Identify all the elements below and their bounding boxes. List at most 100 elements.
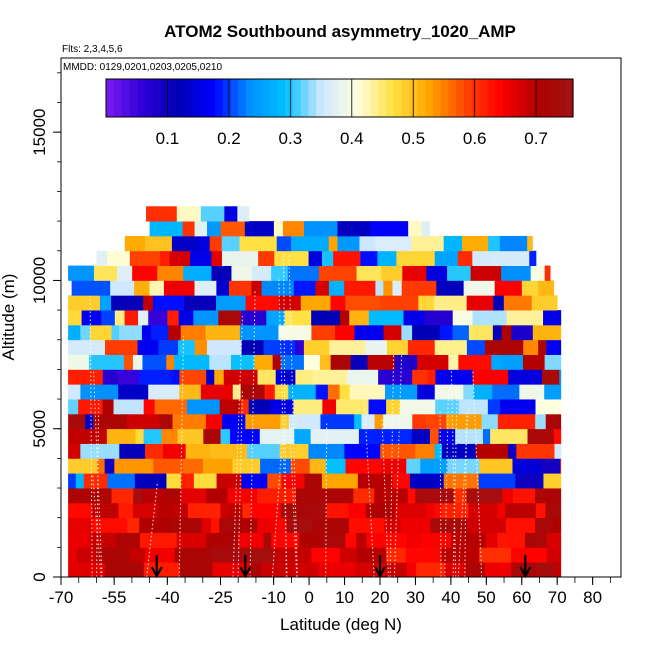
heatmap-cell (308, 443, 345, 459)
flight-track (450, 367, 457, 577)
colorbar-swatch (401, 79, 411, 117)
colorbar-swatch (393, 79, 403, 117)
heatmap-cell (96, 250, 108, 266)
heatmap-cell (273, 547, 312, 563)
heatmap-cell (532, 532, 548, 548)
heatmap-cell (541, 458, 561, 474)
heatmap-cell (530, 265, 546, 281)
heatmap-cell (220, 502, 230, 519)
heatmap-cell (345, 532, 357, 548)
heatmap-cell (158, 339, 179, 355)
heatmap-cell (124, 310, 139, 326)
heatmap-cell (408, 221, 423, 237)
flight-track (464, 414, 468, 577)
heatmap-cell (68, 502, 93, 519)
heatmap-cell (554, 443, 562, 459)
heatmap-cell (126, 413, 160, 430)
colorbar-swatch (152, 79, 162, 117)
heatmap-cell (535, 502, 546, 519)
heatmap-cell (180, 488, 207, 504)
colorbar-swatch (456, 79, 465, 117)
heatmap-cell (493, 250, 530, 266)
heatmap-cell (321, 250, 334, 266)
chart-title: ATOM2 Southbound asymmetry_1020_AMP (164, 22, 516, 41)
heatmap-cell (545, 502, 562, 519)
heatmap-cell (416, 562, 445, 577)
heatmap-cell (396, 250, 436, 266)
heatmap-cell (160, 250, 170, 266)
heatmap-cell (174, 354, 210, 370)
heatmap-cell (441, 443, 477, 459)
heatmap-cell (207, 221, 221, 237)
profile-arrow (239, 555, 252, 579)
heatmap-cell (501, 354, 524, 370)
heatmap-cell (288, 384, 317, 400)
heatmap-cell (488, 235, 501, 252)
heatmap-cell (374, 413, 384, 430)
heatmap-cell (154, 399, 188, 415)
flight-track (472, 370, 483, 577)
heatmap-cell (211, 547, 244, 563)
heatmap-cell (110, 280, 135, 296)
heatmap-cell (349, 384, 386, 400)
colorbar-swatch (417, 79, 426, 117)
colorbar-swatch (471, 79, 481, 117)
flight-track (389, 350, 395, 577)
profile-arrow (374, 555, 386, 579)
heatmap-cell (157, 502, 174, 519)
heatmap-cell (251, 280, 262, 296)
heatmap-cell (295, 369, 314, 385)
heatmap-cell (479, 547, 512, 563)
heatmap-cell (328, 235, 338, 252)
heatmap-cell (203, 428, 221, 444)
heatmap-cell (277, 517, 287, 533)
heatmap-cell (280, 502, 320, 519)
heatmap-cell (389, 428, 413, 444)
heatmap-cell (68, 339, 106, 355)
heatmap-cell (286, 517, 313, 533)
heatmap-cell (241, 339, 264, 355)
heatmap-cell (241, 473, 268, 489)
heatmap-cell (114, 458, 154, 474)
y-axis-label: Altitude (m) (0, 274, 18, 361)
heatmap-cell (315, 280, 330, 296)
colorbar-swatch (285, 79, 294, 117)
heatmap-cell (171, 369, 180, 385)
heatmap-cell (68, 369, 104, 385)
x-tick-label: 70 (548, 588, 567, 607)
heatmap-cell (418, 295, 435, 311)
colorbar-swatch (113, 79, 123, 117)
heatmap-cell (455, 428, 484, 444)
heatmap-cell (183, 265, 212, 281)
heatmap-cell (211, 250, 223, 266)
heatmap-cell (407, 339, 436, 355)
heatmap-cell (355, 532, 367, 548)
heatmap-cell (503, 295, 533, 311)
colorbar-swatch (214, 79, 224, 117)
heatmap-cell (501, 324, 512, 341)
heatmap-cell (220, 428, 231, 444)
heatmap-cell (535, 413, 547, 430)
colorbar-swatch (362, 79, 372, 117)
heatmap-cell (382, 532, 407, 548)
heatmap-cell (368, 310, 404, 326)
heatmap-cell (116, 265, 133, 281)
x-tick-label: -55 (102, 588, 127, 607)
heatmap-cell (244, 221, 275, 237)
colorbar-swatch (308, 79, 317, 117)
heatmap-cell (319, 354, 332, 370)
heatmap-cell (332, 488, 354, 504)
heatmap-cell (107, 250, 131, 266)
heatmap-cell (394, 502, 427, 519)
colorbar-swatch (121, 79, 130, 117)
heatmap-cell (312, 517, 350, 533)
heatmap-cell (211, 265, 232, 281)
heatmap-cell (402, 265, 427, 281)
heatmap-cell (322, 532, 346, 548)
heatmap-cell (174, 547, 213, 563)
heatmap-cell (205, 324, 241, 341)
heatmap-cell (394, 354, 418, 370)
colorbar-swatch (432, 79, 442, 117)
heatmap-cell (492, 384, 520, 400)
